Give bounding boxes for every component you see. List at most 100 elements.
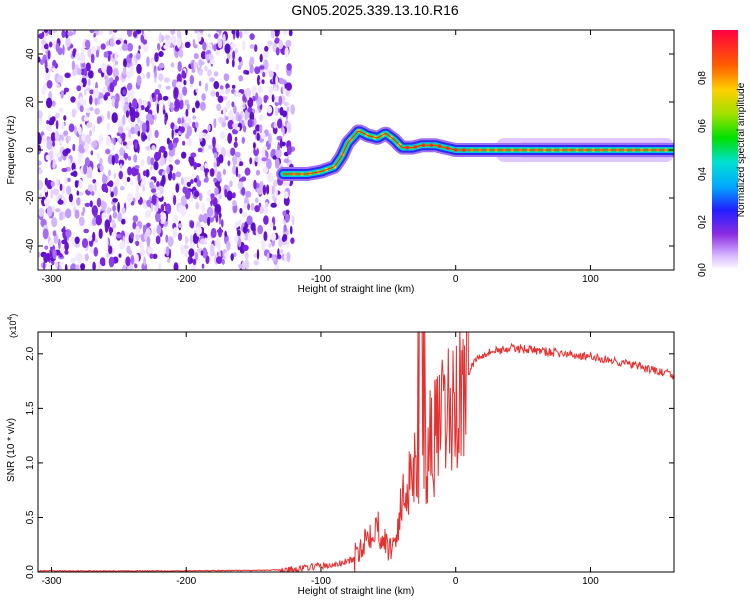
noise-blob (192, 115, 197, 120)
noise-blob (105, 148, 111, 155)
noise-blob (208, 43, 213, 51)
noise-blob (259, 113, 264, 122)
noise-blob (89, 247, 94, 254)
noise-blob (57, 47, 63, 56)
noise-blob (134, 263, 138, 269)
noise-blob (273, 86, 278, 92)
noise-blob (167, 98, 171, 106)
noise-blob (187, 117, 192, 125)
noise-blob (145, 169, 150, 178)
noise-blob (180, 195, 187, 207)
noise-blob (267, 172, 274, 183)
noise-blob (282, 30, 288, 36)
noise-blob (127, 193, 133, 204)
noise-blob (75, 53, 82, 59)
noise-blob (208, 124, 211, 132)
noise-blob (134, 165, 140, 169)
noise-blob (85, 62, 91, 72)
noise-blob (122, 114, 126, 126)
noise-blob (238, 75, 244, 82)
noise-blob (106, 252, 110, 258)
noise-blob (288, 30, 293, 37)
colorbar-tick-label: 0.4 (697, 167, 708, 181)
noise-blob (153, 161, 159, 171)
noise-blob (126, 30, 133, 38)
noise-blob (195, 121, 199, 129)
noise-blob (159, 156, 165, 167)
noise-blob (42, 187, 49, 193)
noise-blob (72, 69, 77, 77)
noise-blob (119, 147, 125, 157)
noise-blob (284, 47, 289, 58)
noise-blob (207, 216, 211, 226)
noise-blob (274, 30, 280, 37)
noise-blob (136, 30, 142, 34)
snr-xtick-label: -200 (176, 576, 196, 587)
noise-blob (52, 67, 56, 72)
spectrogram-xtick-label: 0 (453, 274, 459, 285)
noise-blob (112, 79, 117, 87)
noise-blob (233, 105, 237, 114)
noise-blob (161, 174, 166, 186)
noise-blob (89, 95, 93, 105)
noise-blob (252, 142, 256, 149)
noise-blob (230, 43, 236, 48)
noise-blob (111, 112, 118, 124)
noise-blob (43, 253, 48, 264)
noise-blob (62, 44, 65, 56)
noise-blob (66, 185, 72, 195)
noise-blob (218, 154, 224, 164)
noise-blob (108, 227, 114, 234)
noise-blob (115, 39, 121, 45)
noise-blob (55, 178, 59, 185)
noise-blob (241, 187, 246, 196)
noise-blob (146, 122, 150, 131)
snr-frame (37, 331, 675, 573)
noise-blob (90, 150, 94, 156)
noise-blob (237, 181, 244, 190)
noise-blob (207, 69, 212, 77)
noise-blob (204, 162, 208, 170)
noise-blob (277, 118, 283, 129)
noise-blob (99, 99, 104, 105)
noise-blob (61, 167, 68, 173)
noise-blob (184, 235, 188, 245)
colorbar (712, 30, 738, 270)
noise-blob (137, 130, 141, 137)
noise-blob (156, 181, 160, 188)
noise-blob (231, 84, 236, 89)
noise-blob (210, 227, 217, 239)
noise-blob (52, 188, 59, 196)
noise-blob (59, 212, 63, 221)
noise-blob (198, 30, 204, 33)
noise-blob (132, 215, 139, 223)
noise-blob (215, 256, 223, 264)
noise-blob (215, 49, 220, 56)
noise-blob (87, 184, 94, 193)
noise-blob (108, 169, 112, 177)
noise-blob (151, 145, 156, 151)
noise-blob (223, 73, 230, 82)
noise-blob (121, 207, 126, 215)
noise-blob (212, 136, 216, 148)
noise-blob (96, 197, 102, 208)
spectrogram-ylabel: Frequency (Hz) (6, 116, 17, 185)
noise-blob (59, 139, 63, 145)
noise-blob (81, 62, 86, 68)
noise-blob (237, 237, 242, 248)
noise-blob (204, 82, 209, 92)
noise-blob (227, 132, 233, 144)
noise-blob (154, 88, 160, 95)
noise-blob (226, 58, 229, 65)
noise-blob (165, 234, 169, 243)
noise-blob (137, 143, 140, 154)
noise-blob (135, 234, 140, 241)
noise-blob (38, 251, 41, 258)
noise-blob (136, 63, 142, 74)
noise-blob (172, 172, 176, 181)
noise-blob (160, 212, 167, 223)
noise-blob (170, 30, 176, 35)
noise-blob (257, 224, 264, 235)
noise-blob (253, 146, 259, 157)
noise-blob (261, 157, 268, 162)
